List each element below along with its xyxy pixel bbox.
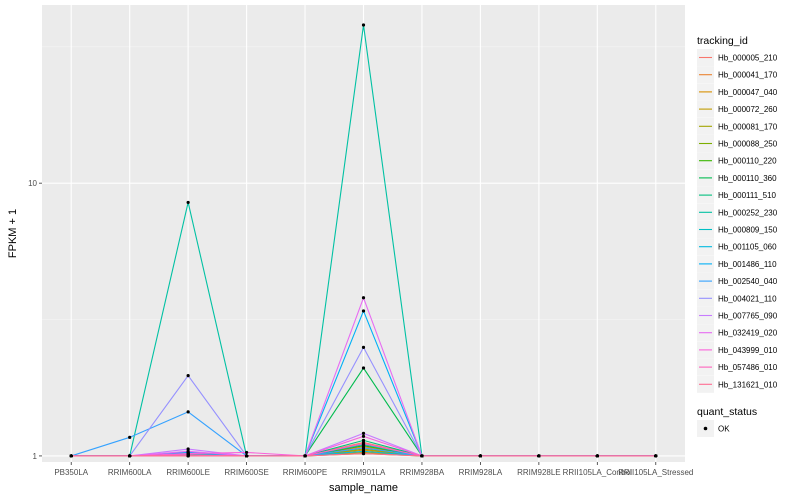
legend-item-label: Hb_000081_170 — [718, 122, 778, 131]
legend-tracking-id: tracking_id Hb_000005_210 Hb_000041_170 Hb… — [697, 35, 778, 393]
legend-item-label: Hb_004021_110 — [718, 294, 777, 303]
legend-item-label: Hb_000110_360 — [718, 174, 777, 183]
x-tick-label: RRIM928LE — [517, 468, 561, 477]
legend-item-label: Hb_000088_250 — [718, 140, 778, 149]
data-point — [595, 454, 599, 458]
x-tick-label: RRIM600LA — [108, 468, 152, 477]
data-point — [361, 449, 366, 453]
data-point — [361, 434, 366, 438]
x-tick-label: RRIM928LA — [459, 468, 503, 477]
legend-quant-status: quant_status OK — [697, 406, 757, 437]
legend-item-label: Hb_131621_010 — [718, 380, 778, 389]
legend-item-label: Hb_000047_040 — [718, 88, 778, 97]
legend-item-label: Hb_000809_150 — [718, 226, 778, 235]
x-tick-label: RRII105LA_Stressed — [618, 468, 693, 477]
data-point — [361, 345, 366, 349]
legend-item-label: Hb_001486_110 — [718, 260, 777, 269]
data-point — [186, 454, 190, 458]
legend-item-label: Hb_007765_090 — [718, 312, 778, 321]
x-tick-label: RRII105LA_Control — [563, 468, 633, 477]
x-tick-label: RRIM928BA — [400, 468, 445, 477]
data-point — [128, 454, 132, 458]
y-axis-title: FPKM + 1 — [7, 209, 19, 258]
data-point — [69, 454, 73, 458]
data-point — [303, 454, 307, 458]
data-point — [537, 454, 541, 458]
data-point — [186, 374, 190, 378]
legend-item-label: Hb_000110_220 — [718, 157, 777, 166]
legend-item-label: Hb_057486_010 — [718, 363, 778, 372]
grid-lines — [42, 5, 685, 462]
legend-item-label: Hb_002540_040 — [718, 277, 778, 286]
legend-key-point — [703, 426, 708, 431]
data-point — [361, 23, 366, 27]
data-point — [361, 431, 366, 435]
data-point — [361, 451, 366, 456]
legend-item-label: Hb_000111_510 — [718, 191, 777, 200]
data-point — [244, 454, 249, 458]
legend-item-label: OK — [718, 425, 730, 434]
x-tick-label: PB350LA — [54, 468, 88, 477]
data-point — [654, 454, 658, 458]
data-point — [361, 441, 366, 446]
x-tick-label: RRIM600SE — [224, 468, 268, 477]
data-point — [420, 454, 424, 458]
legend-title: tracking_id — [697, 35, 748, 47]
data-point — [361, 296, 366, 300]
data-point — [361, 446, 366, 450]
data-point — [186, 410, 190, 414]
legend-item-label: Hb_000252_230 — [718, 208, 778, 217]
data-point — [186, 200, 190, 205]
legend-item-label: Hb_000005_210 — [718, 54, 778, 63]
data-point — [186, 449, 190, 453]
legend-item-label: Hb_001105_060 — [718, 243, 777, 252]
x-axis-ticks: PB350LA RRIM600LA RRIM600LE RRIM600SE RRIM60… — [54, 462, 693, 477]
data-point — [478, 454, 483, 458]
x-tick-label: RRIM901LA — [342, 468, 386, 477]
data-point — [186, 447, 190, 451]
x-axis-title: sample_name — [329, 482, 398, 494]
y-tick-label: 10 — [28, 179, 37, 188]
legend-item-label: Hb_043999_010 — [718, 346, 778, 355]
x-tick-label: RRIM600LE — [166, 468, 210, 477]
data-point — [244, 450, 249, 455]
data-point — [361, 438, 366, 443]
legend-item-label: Hb_000041_170 — [718, 71, 778, 80]
x-tick-label: RRIM600PE — [283, 468, 327, 477]
data-point — [128, 435, 132, 439]
legend-item-label: Hb_032419_020 — [718, 329, 778, 338]
y-tick-label: 1 — [33, 452, 38, 461]
data-point — [361, 309, 366, 313]
legend-title: quant_status — [697, 406, 757, 418]
data-points — [69, 23, 658, 458]
y-axis-ticks: 1 10 — [28, 179, 42, 461]
data-point — [361, 366, 366, 370]
legend-item-label: Hb_000072_260 — [718, 105, 778, 114]
